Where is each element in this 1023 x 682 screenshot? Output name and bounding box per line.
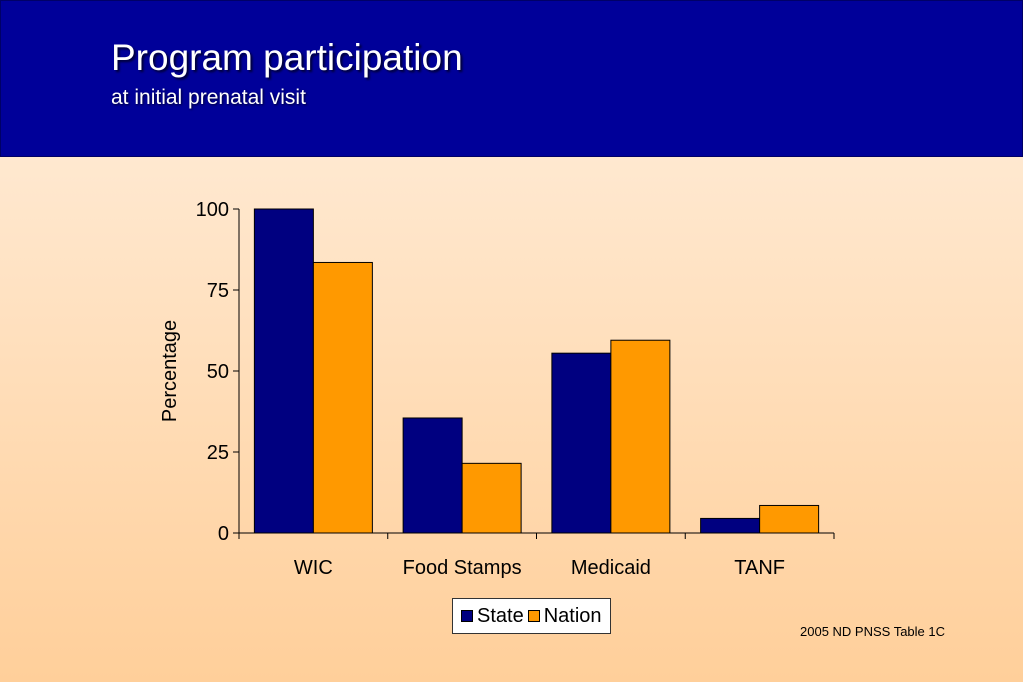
bar-nation <box>610 339 671 534</box>
slide-title: Program participation <box>111 37 463 78</box>
legend-item-nation: Nation <box>527 604 602 628</box>
x-tick-label: WIC <box>294 557 333 579</box>
legend-swatch-nation <box>527 610 540 622</box>
y-axis-label: Percentage <box>159 320 181 422</box>
bar-state <box>402 417 463 534</box>
title-banner: Program participation at initial prenata… <box>0 0 1023 157</box>
x-tick-label: Food Stamps <box>403 557 522 579</box>
x-tick-label: Medicaid <box>571 557 651 579</box>
legend-swatch-state <box>461 610 473 622</box>
bar-nation <box>759 504 820 534</box>
legend-label-nation: Nation <box>543 604 602 627</box>
y-tick-label: 25 <box>207 442 229 464</box>
bar-state <box>700 517 761 534</box>
bar-state <box>551 352 612 534</box>
legend-label-state: State <box>477 604 524 627</box>
bar-state <box>253 208 314 534</box>
y-tick-label: 50 <box>207 361 229 383</box>
y-tick-label: 100 <box>196 199 229 221</box>
chart-legend: State Nation <box>452 598 611 634</box>
source-note: 2005 ND PNSS Table 1C <box>800 624 946 639</box>
y-tick-label: 0 <box>218 523 229 545</box>
bar-nation <box>312 261 373 534</box>
x-tick-label: TANF <box>734 557 785 579</box>
bar-nation <box>461 462 522 534</box>
legend-item-state: State <box>461 605 524 628</box>
y-tick-label: 75 <box>207 280 229 302</box>
slide-subtitle: at initial prenatal visit <box>111 86 306 109</box>
